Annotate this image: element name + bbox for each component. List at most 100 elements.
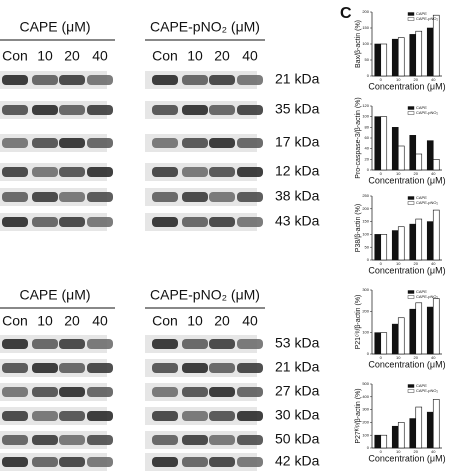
marker-label: 17 kDa — [275, 134, 320, 150]
y-tick-label: 400 — [362, 394, 369, 399]
blot-band — [182, 167, 208, 177]
x-axis-label: Concentration (μM) — [368, 453, 445, 463]
bar — [426, 27, 434, 77]
blot-band — [87, 105, 113, 115]
blot-band — [237, 363, 263, 373]
blot-band — [87, 339, 113, 349]
y-tick-label: 50 — [365, 57, 370, 62]
blot-band — [237, 339, 263, 349]
x-tick-label: 20 — [414, 171, 419, 176]
y-tick-label: 500 — [362, 381, 369, 386]
legend-swatch — [407, 295, 415, 299]
bar — [397, 226, 405, 261]
x-tick-label: 10 — [396, 449, 401, 454]
blot-band — [32, 138, 58, 148]
bar — [380, 332, 388, 355]
y-axis-label: P21ᶜⁱᵖ/β-actin (%) — [354, 295, 362, 350]
blot-band — [209, 457, 235, 467]
lane-label: 10 — [187, 48, 203, 64]
legend-swatch — [407, 201, 415, 205]
y-axis-label: Pro-caspase-3/β-actin (%) — [355, 97, 362, 178]
bar — [374, 434, 382, 449]
bar — [426, 221, 434, 261]
blot-band — [32, 75, 58, 85]
blot-header: CAPE (μM) — [19, 287, 90, 303]
y-tick-label: 100 — [362, 432, 369, 437]
blot-band — [59, 138, 85, 148]
blot-header: CAPE-pNO₂ (μM) — [150, 19, 260, 35]
marker-label: 27 kDa — [275, 383, 320, 399]
legend-label: CAPE — [416, 383, 427, 388]
blot-band — [152, 457, 178, 467]
blot-band — [32, 167, 58, 177]
blot-band — [237, 167, 263, 177]
marker-label: 30 kDa — [275, 407, 320, 423]
lane-label: 40 — [92, 48, 108, 64]
marker-label: 12 kDa — [275, 163, 320, 179]
x-axis-label: Concentration (μM) — [368, 175, 445, 185]
bar — [374, 332, 382, 355]
x-tick-label: 10 — [396, 171, 401, 176]
legend-swatch — [407, 290, 415, 294]
x-tick-label: 40 — [431, 261, 436, 266]
blot-band — [59, 339, 85, 349]
blot-band — [2, 217, 28, 227]
y-tick-label: 300 — [362, 407, 369, 412]
y-tick-label: 0 — [367, 167, 370, 172]
x-tick-label: 20 — [414, 77, 419, 82]
marker-label: 21 kDa — [275, 71, 320, 87]
blot-band — [87, 435, 113, 445]
blot-band — [87, 75, 113, 85]
blot-band — [152, 167, 178, 177]
y-axis-label: Bax/β-actin (%) — [355, 20, 362, 68]
y-tick-label: 0 — [367, 73, 370, 78]
blot-band — [2, 138, 28, 148]
blot-band — [182, 411, 208, 421]
y-tick-label: 0 — [367, 445, 370, 450]
blot-band — [182, 339, 208, 349]
x-tick-label: 0 — [380, 171, 383, 176]
y-tick-label: 60 — [365, 135, 370, 140]
blot-band — [2, 192, 28, 202]
y-tick-label: 0 — [367, 351, 370, 356]
blot-band — [209, 105, 235, 115]
blot-band — [152, 435, 178, 445]
x-axis-label: Concentration (μM) — [368, 265, 445, 275]
legend-swatch — [407, 17, 415, 21]
x-tick-label: 0 — [380, 77, 383, 82]
legend-label: CAPE-pNO₂ — [416, 294, 438, 299]
y-tick-label: 150 — [362, 219, 369, 224]
x-tick-label: 10 — [396, 261, 401, 266]
blot-band — [209, 75, 235, 85]
bar — [374, 43, 382, 77]
bar — [415, 302, 423, 355]
blot-band — [87, 387, 113, 397]
bar — [391, 323, 399, 355]
lane-label: 10 — [37, 313, 53, 329]
bar — [432, 159, 440, 171]
bar — [432, 14, 440, 77]
blot-band — [59, 217, 85, 227]
x-tick-label: 40 — [431, 77, 436, 82]
bar — [409, 34, 417, 77]
x-tick-label: 40 — [431, 355, 436, 360]
blot-band — [32, 105, 58, 115]
y-tick-label: 200 — [362, 419, 369, 424]
blot-band — [209, 435, 235, 445]
blot-band — [59, 411, 85, 421]
blot-band — [182, 192, 208, 202]
blot-band — [237, 192, 263, 202]
blot-band — [152, 411, 178, 421]
bar — [409, 223, 417, 261]
legend-label: CAPE-pNO₂ — [416, 110, 438, 115]
x-tick-label: 20 — [414, 261, 419, 266]
bar — [409, 308, 417, 355]
blot-band — [59, 167, 85, 177]
bar — [374, 116, 382, 171]
lane-label: 20 — [214, 48, 230, 64]
blot-band — [87, 457, 113, 467]
bar — [415, 218, 423, 261]
blot-band — [152, 363, 178, 373]
marker-label: 38 kDa — [275, 188, 320, 204]
y-tick-label: 0 — [367, 257, 370, 262]
